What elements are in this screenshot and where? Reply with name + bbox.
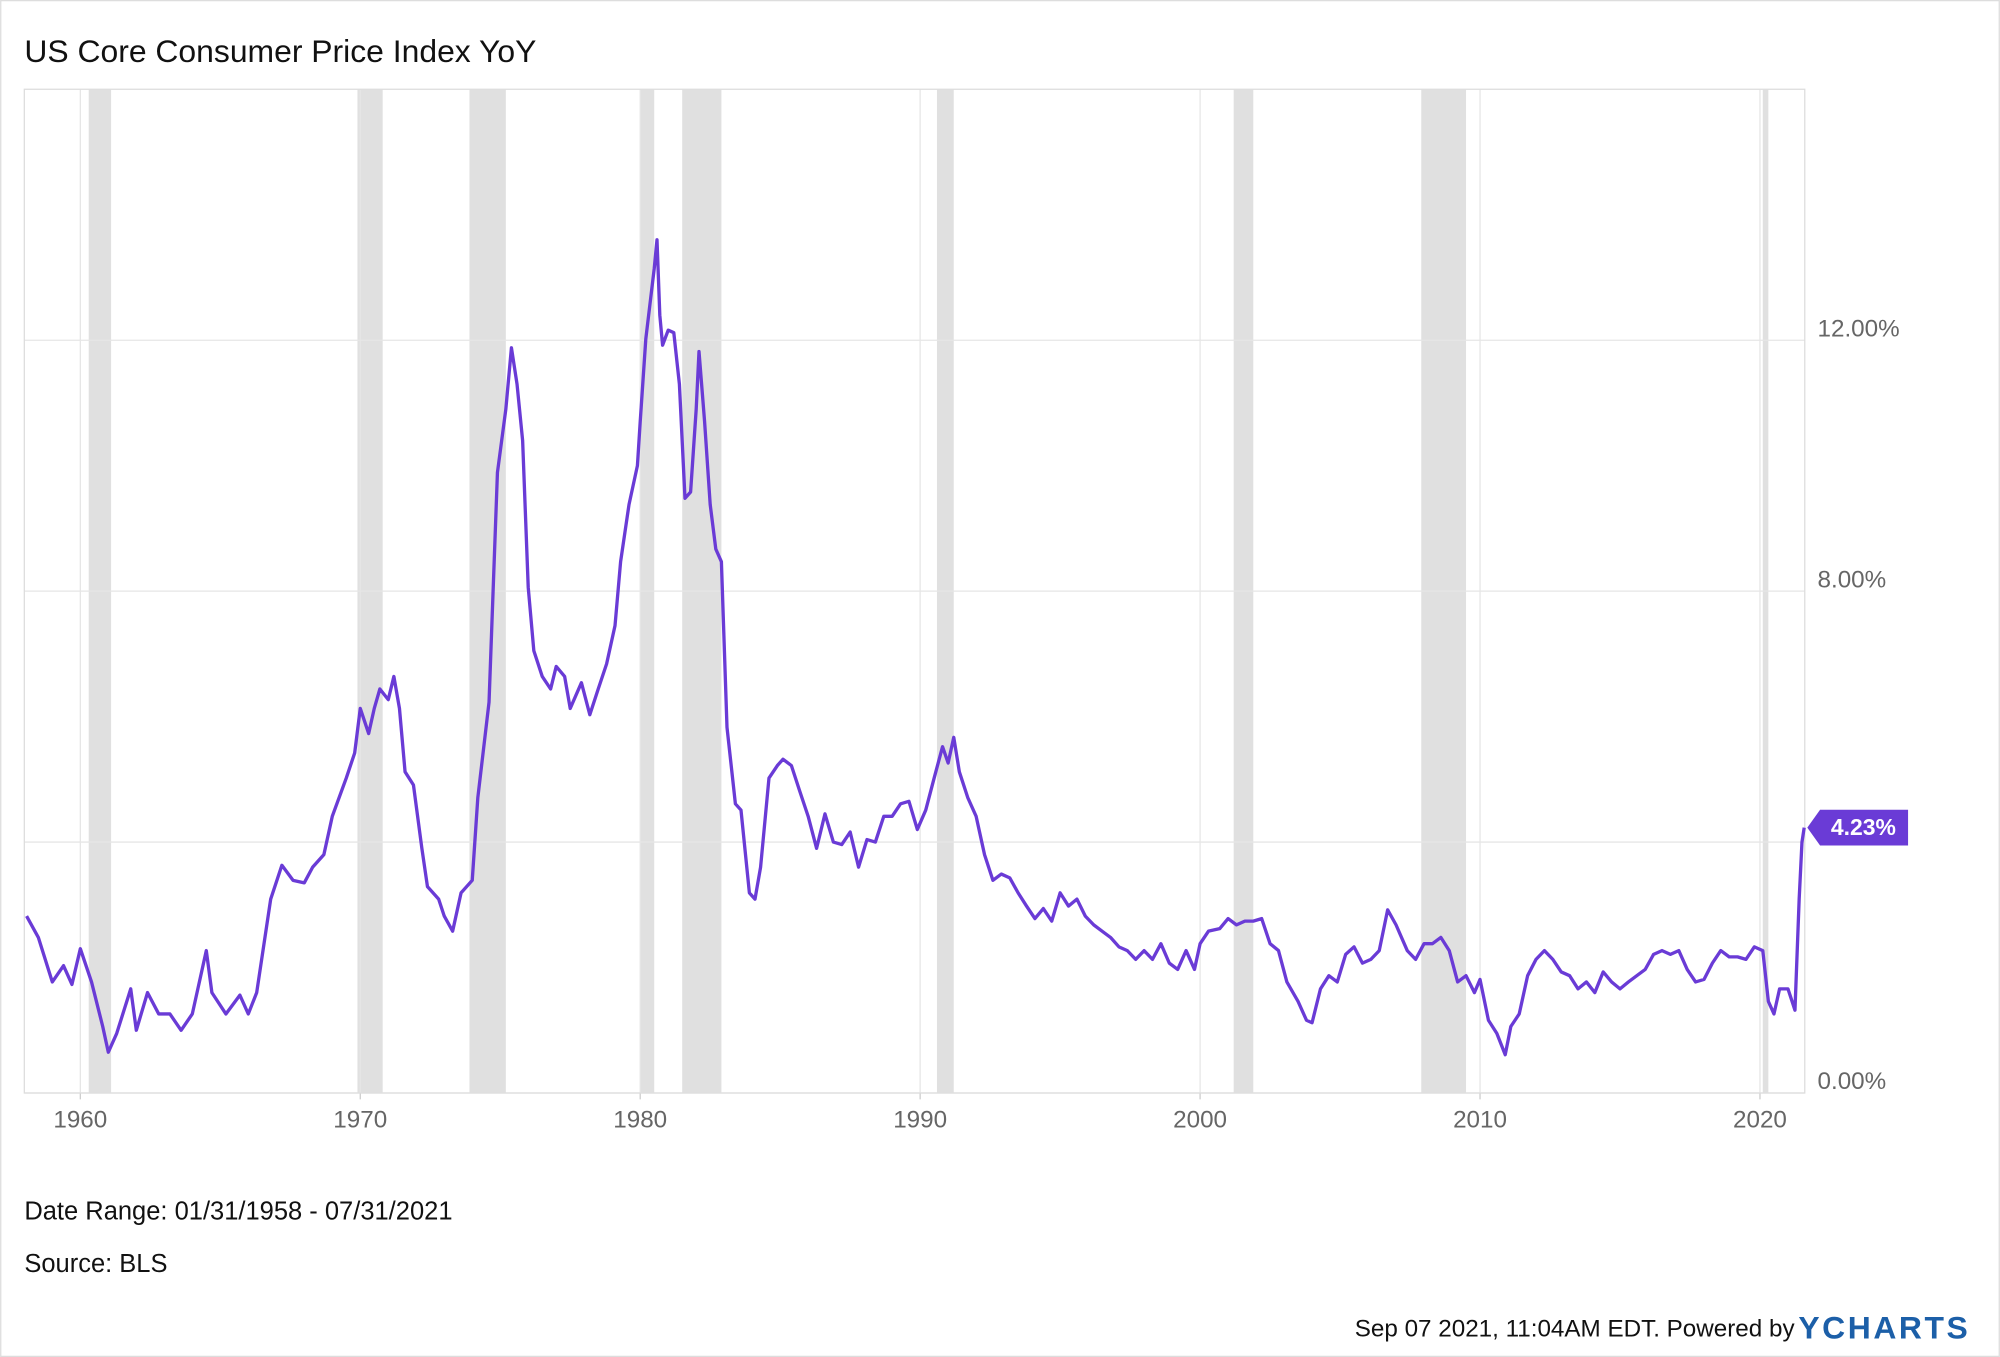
source: Source: BLS xyxy=(24,1250,167,1278)
last-value-label: 4.23% xyxy=(1831,814,1896,840)
x-tick-label: 2010 xyxy=(1453,1106,1507,1133)
y-tick-label: 0.00% xyxy=(1818,1068,1887,1095)
brand-logo: YCHARTS xyxy=(1798,1310,1970,1346)
y-tick-label: 8.00% xyxy=(1818,566,1887,593)
last-value-callout xyxy=(1807,809,1909,846)
x-tick-label: 2020 xyxy=(1733,1106,1787,1133)
date-range: Date Range: 01/31/1958 - 07/31/2021 xyxy=(24,1198,452,1226)
x-tick-label: 2000 xyxy=(1173,1106,1227,1133)
data-line xyxy=(25,238,1806,1057)
x-tick-label: 1960 xyxy=(53,1106,107,1133)
timestamp: Sep 07 2021, 11:04AM EDT. Powered by xyxy=(1355,1316,1796,1343)
x-tick-label: 1990 xyxy=(893,1106,947,1133)
y-tick-label: 12.00% xyxy=(1818,315,1900,342)
chart-title: US Core Consumer Price Index YoY xyxy=(24,33,536,69)
x-tick-label: 1980 xyxy=(613,1106,667,1133)
plot-area: 0.00%4.00%8.00%12.00%1960197019801990200… xyxy=(23,88,1909,1133)
x-tick-label: 1970 xyxy=(333,1106,387,1133)
plot-border xyxy=(23,88,1806,1094)
